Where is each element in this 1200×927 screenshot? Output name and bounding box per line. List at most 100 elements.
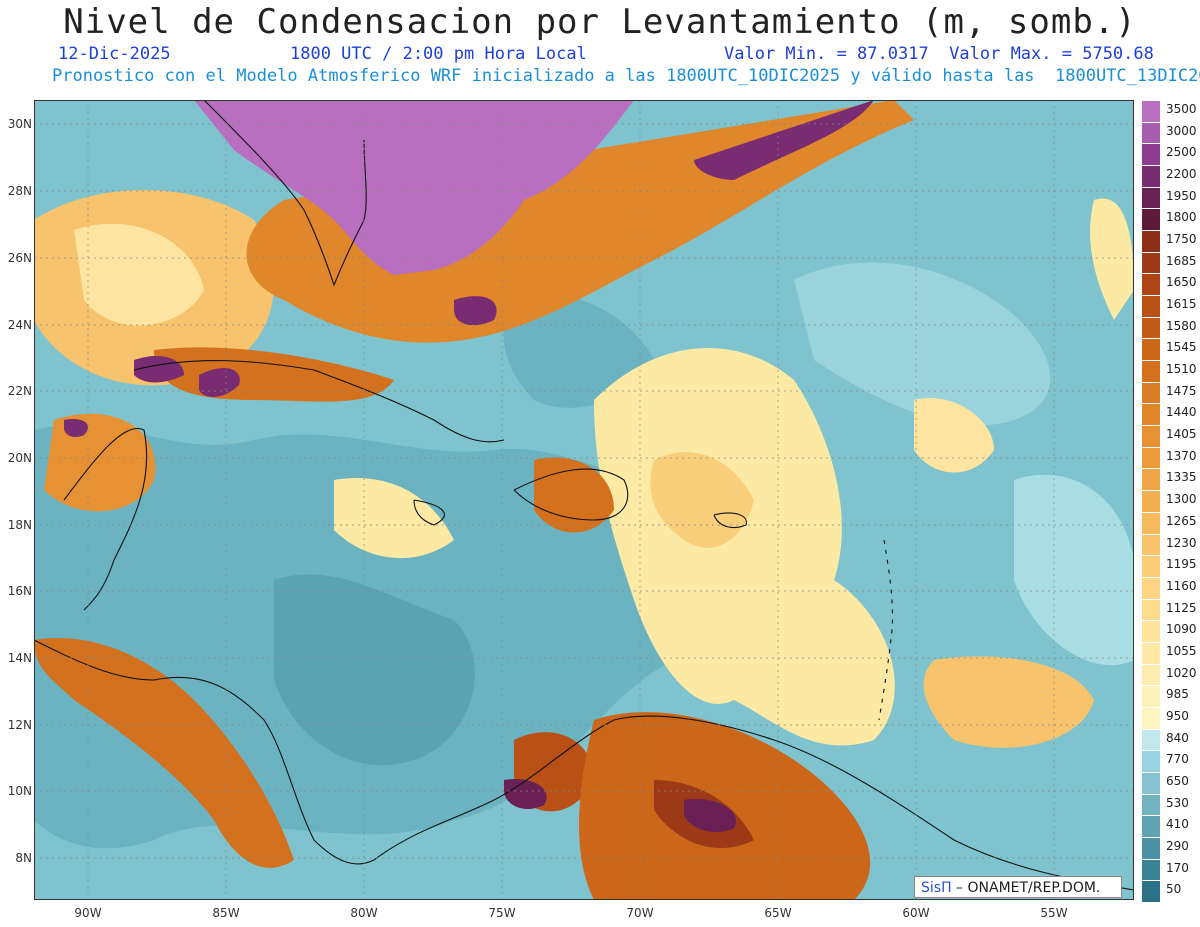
legend-label: 650 <box>1166 773 1189 788</box>
legend-swatch <box>1142 165 1160 187</box>
lon-label: 55W <box>1040 906 1068 920</box>
legend-label: 1650 <box>1166 275 1197 290</box>
legend-swatch <box>1142 273 1160 296</box>
hispaniola-coast <box>513 468 629 521</box>
legend-label: 1370 <box>1166 448 1197 463</box>
legend-swatch <box>1142 880 1160 902</box>
legend-label: 290 <box>1166 838 1189 853</box>
legend-swatch <box>1142 360 1160 382</box>
legend-label: 1440 <box>1166 405 1197 420</box>
legend-swatch <box>1142 295 1160 317</box>
map-frame <box>34 100 1134 900</box>
legend-swatch <box>1142 446 1160 469</box>
lesser-antilles <box>878 539 893 721</box>
coastlines <box>34 100 1134 891</box>
yucatan-coast <box>63 427 148 611</box>
sispi-logo: SisΠ <box>921 880 952 896</box>
lon-label: 80W <box>350 906 378 920</box>
south-america-coast <box>373 715 1134 891</box>
legend-swatch <box>1142 143 1160 166</box>
lat-label: 22N <box>7 384 32 398</box>
legend-swatch <box>1142 186 1160 209</box>
legend-label: 3500 <box>1166 102 1197 116</box>
lon-label: 75W <box>488 906 516 920</box>
florida-coast <box>203 100 367 287</box>
map-title: Nivel de Condensacion por Levantamiento … <box>63 2 1137 42</box>
legend-label: 50 <box>1166 882 1182 897</box>
lat-label: 12N <box>7 718 32 732</box>
legend-label: 1950 <box>1166 188 1197 203</box>
condensation-level-map <box>34 100 1134 900</box>
min-max-values: Valor Min. = 87.0317 Valor Max. = 5750.6… <box>724 44 1154 64</box>
legend-swatch <box>1142 230 1160 252</box>
lat-label: 16N <box>7 584 32 598</box>
legend-swatch <box>1142 403 1160 426</box>
credit-org: – ONAMET/REP.DOM. <box>951 880 1101 896</box>
legend-label: 950 <box>1166 708 1189 723</box>
legend-label: 1510 <box>1166 362 1197 377</box>
legend-swatch <box>1142 100 1160 122</box>
forecast-date: 12-Dic-2025 <box>58 44 171 64</box>
lon-label: 70W <box>626 906 654 920</box>
central-america-coast <box>34 639 375 865</box>
legend-swatch <box>1142 771 1160 794</box>
lat-label: 28N <box>7 184 32 198</box>
legend-label: 1580 <box>1166 318 1197 333</box>
legend-label: 2200 <box>1166 167 1197 182</box>
legend-label: 1055 <box>1166 643 1197 658</box>
legend-label: 1125 <box>1166 600 1197 615</box>
legend-swatch <box>1142 706 1160 729</box>
legend-swatch <box>1142 728 1160 751</box>
legend-label: 985 <box>1166 687 1189 702</box>
legend-swatch <box>1142 425 1160 447</box>
lat-label: 30N <box>7 117 32 131</box>
legend-label: 1020 <box>1166 665 1197 680</box>
lat-label: 14N <box>7 651 32 665</box>
max-lcl-shading <box>64 100 874 833</box>
legend-label: 1750 <box>1166 232 1197 247</box>
legend-swatch <box>1142 468 1160 491</box>
model-info: Pronostico con el Modelo Atmosferico WRF… <box>52 66 1200 86</box>
legend-swatch <box>1142 555 1160 577</box>
mid-lcl-shading <box>34 190 1134 748</box>
legend-label: 1405 <box>1166 427 1197 442</box>
legend-label: 1300 <box>1166 492 1197 507</box>
legend-swatch <box>1142 793 1160 816</box>
color-legend: 3500 3000 2500 2200 1950 1800 1750 1685 1650 1615… <box>1142 100 1200 902</box>
legend-swatch <box>1142 251 1160 274</box>
forecast-time: 1800 UTC / 2:00 pm Hora Local <box>290 44 587 64</box>
legend-label: 770 <box>1166 752 1189 767</box>
lon-label: 65W <box>764 906 792 920</box>
legend-label: 1265 <box>1166 513 1197 528</box>
legend-label: 1335 <box>1166 470 1197 485</box>
legend-label: 3000 <box>1166 123 1197 138</box>
graticule <box>34 100 1134 900</box>
legend-swatch <box>1142 663 1160 686</box>
lon-label: 85W <box>212 906 240 920</box>
legend-label: 530 <box>1166 795 1189 810</box>
legend-swatch <box>1142 620 1160 642</box>
legend-swatch <box>1142 598 1160 621</box>
lat-label: 8N <box>15 851 32 865</box>
puerto-rico-coast <box>713 512 747 529</box>
legend-label: 1475 <box>1166 383 1197 398</box>
legend-label: 1160 <box>1166 578 1197 593</box>
lat-label: 26N <box>7 251 32 265</box>
legend-swatch <box>1142 533 1160 556</box>
legend-label: 1685 <box>1166 253 1197 268</box>
legend-swatch <box>1142 316 1160 339</box>
lat-label: 20N <box>7 451 32 465</box>
legend-swatch <box>1142 685 1160 707</box>
legend-swatch <box>1142 641 1160 664</box>
legend-label: 1615 <box>1166 297 1197 312</box>
legend-swatch <box>1142 511 1160 534</box>
lon-label: 60W <box>902 906 930 920</box>
legend-swatch <box>1142 381 1160 404</box>
legend-swatch <box>1142 490 1160 512</box>
legend-swatch <box>1142 338 1160 361</box>
legend-swatch <box>1142 576 1160 599</box>
legend-label: 840 <box>1166 730 1189 745</box>
legend-label: 1545 <box>1166 340 1197 355</box>
legend-swatch <box>1142 121 1160 144</box>
legend-label: 1230 <box>1166 535 1197 550</box>
